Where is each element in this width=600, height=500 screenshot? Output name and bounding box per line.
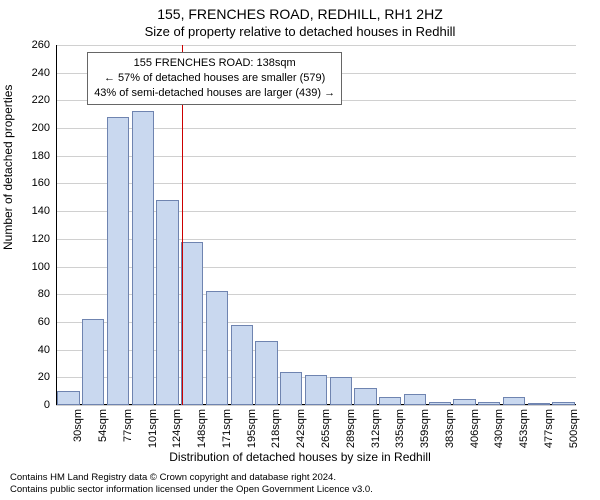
x-tick-label: 335sqm: [394, 409, 406, 448]
y-axis-label: Number of detached properties: [1, 85, 15, 250]
y-axis-line: [56, 45, 57, 405]
x-tick-label: 171sqm: [221, 409, 233, 448]
legend-line-1: 155 FRENCHES ROAD: 138sqm: [94, 56, 335, 71]
histogram-bar: [280, 372, 302, 405]
y-tick-label: 140: [32, 205, 50, 217]
x-tick-label: 477sqm: [543, 409, 555, 448]
histogram-bar: [206, 291, 228, 405]
y-tick-label: 240: [32, 67, 50, 79]
legend-line-2: ← 57% of detached houses are smaller (57…: [94, 71, 335, 86]
y-tick-label: 200: [32, 122, 50, 134]
x-tick-label: 242sqm: [295, 409, 307, 448]
y-tick-label: 220: [32, 94, 50, 106]
histogram-bar: [156, 200, 178, 405]
legend-line-3: 43% of semi-detached houses are larger (…: [94, 86, 335, 101]
y-tick-label: 120: [32, 233, 50, 245]
histogram-bar: [503, 397, 525, 405]
y-tick-label: 60: [38, 316, 50, 328]
histogram-bar: [354, 388, 376, 405]
histogram-bar: [404, 394, 426, 405]
x-tick-label: 265sqm: [320, 409, 332, 448]
histogram-bar: [528, 403, 550, 405]
x-tick-label: 195sqm: [246, 409, 258, 448]
histogram-bar: [181, 242, 203, 405]
x-tick-label: 430sqm: [493, 409, 505, 448]
histogram-bar: [478, 402, 500, 405]
histogram-bar: [231, 325, 253, 405]
histogram-bar: [255, 341, 277, 405]
footer-line-2: Contains public sector information licen…: [10, 484, 373, 496]
footer-line-1: Contains HM Land Registry data © Crown c…: [10, 472, 373, 484]
chart-subtitle: Size of property relative to detached ho…: [0, 24, 600, 39]
y-tick-label: 260: [32, 39, 50, 51]
legend-box: 155 FRENCHES ROAD: 138sqm← 57% of detach…: [87, 52, 342, 105]
histogram-bar: [330, 377, 352, 405]
y-tick-label: 180: [32, 150, 50, 162]
x-axis-label: Distribution of detached houses by size …: [0, 450, 600, 464]
histogram-bar: [132, 111, 154, 405]
x-tick-label: 500sqm: [568, 409, 580, 448]
histogram-bar: [57, 391, 79, 405]
histogram-bar: [453, 399, 475, 405]
chart-container: 155, FRENCHES ROAD, REDHILL, RH1 2HZ Siz…: [0, 0, 600, 500]
x-tick-label: 148sqm: [196, 409, 208, 448]
x-tick-label: 312sqm: [370, 409, 382, 448]
footer-attribution: Contains HM Land Registry data © Crown c…: [10, 472, 373, 496]
y-tick-label: 20: [38, 371, 50, 383]
x-tick-label: 218sqm: [270, 409, 282, 448]
x-tick-label: 30sqm: [72, 409, 84, 442]
plot-area: 02040608010012014016018020022024026030sq…: [56, 45, 576, 405]
y-tick-label: 40: [38, 344, 50, 356]
x-tick-label: 101sqm: [147, 409, 159, 448]
x-tick-label: 54sqm: [97, 409, 109, 442]
x-tick-label: 359sqm: [419, 409, 431, 448]
histogram-bar: [305, 375, 327, 405]
histogram-bar: [107, 117, 129, 405]
x-tick-label: 453sqm: [518, 409, 530, 448]
gridline: [56, 405, 576, 406]
x-tick-label: 406sqm: [469, 409, 481, 448]
histogram-bar: [379, 397, 401, 405]
histogram-bar: [552, 402, 574, 405]
y-tick-label: 80: [38, 288, 50, 300]
chart-title: 155, FRENCHES ROAD, REDHILL, RH1 2HZ: [0, 6, 600, 22]
histogram-bar: [82, 319, 104, 405]
x-tick-label: 124sqm: [171, 409, 183, 448]
histogram-bar: [429, 402, 451, 405]
y-tick-label: 0: [44, 399, 50, 411]
x-tick-label: 289sqm: [345, 409, 357, 448]
y-tick-label: 160: [32, 177, 50, 189]
x-tick-label: 77sqm: [122, 409, 134, 442]
gridline: [56, 45, 576, 46]
x-tick-label: 383sqm: [444, 409, 456, 448]
y-tick-label: 100: [32, 261, 50, 273]
